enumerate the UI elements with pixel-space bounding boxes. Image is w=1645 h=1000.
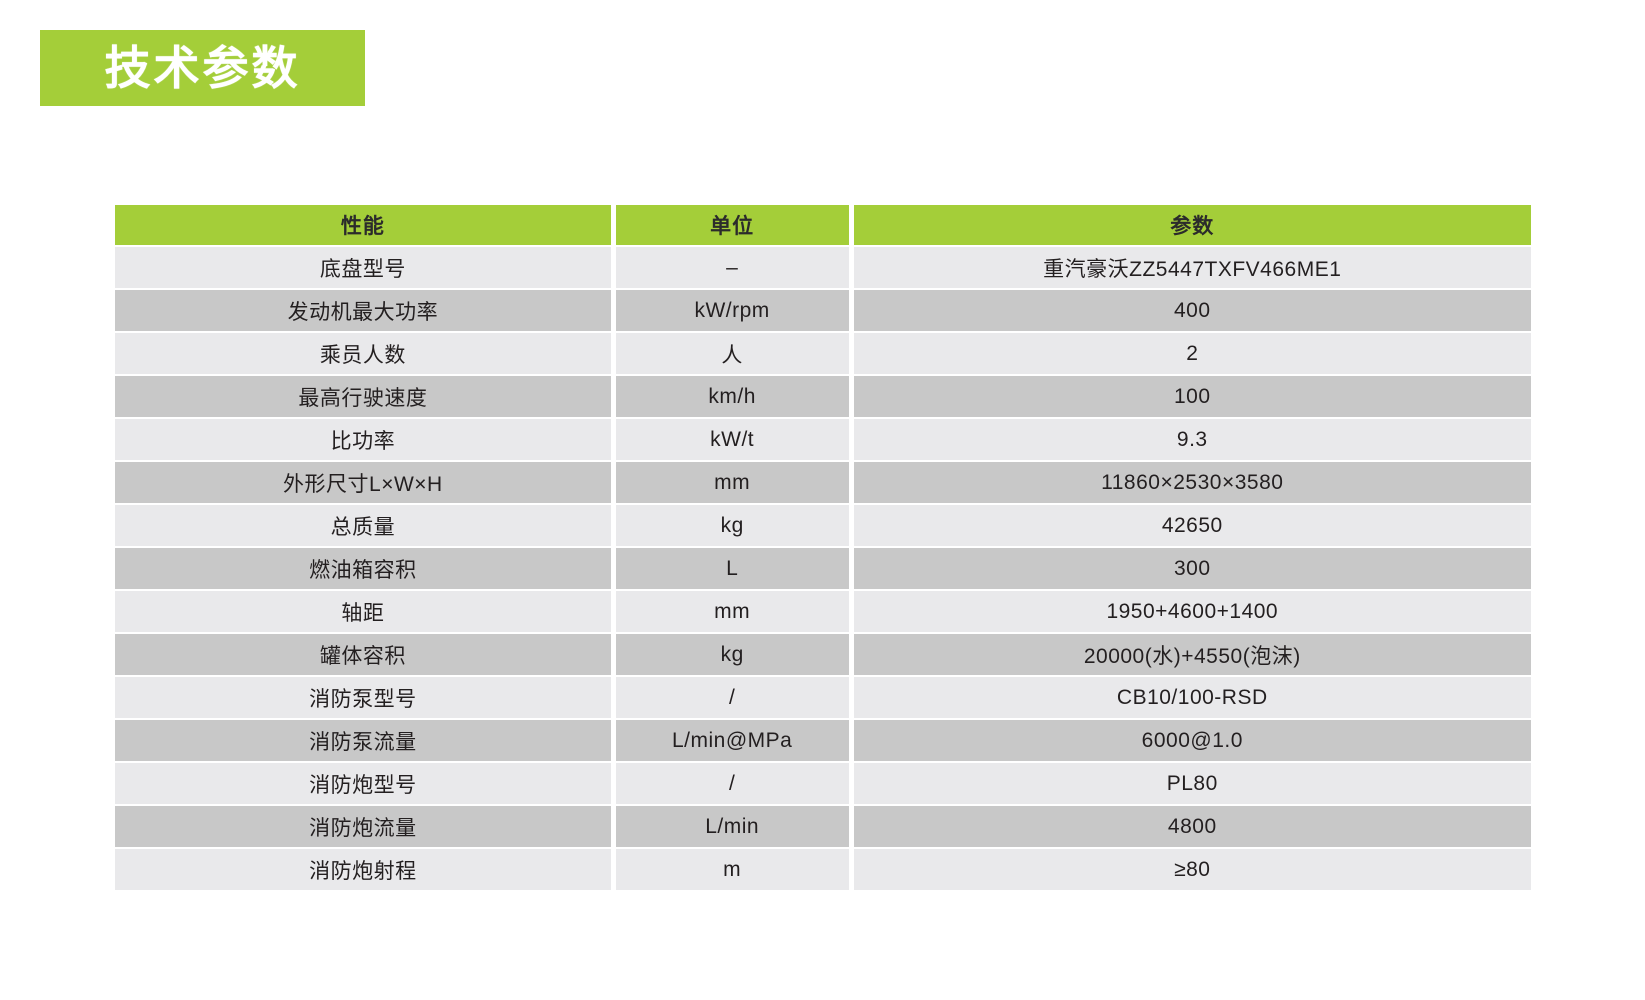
cell-performance: 消防炮流量: [115, 806, 611, 847]
column-header-performance: 性能: [115, 205, 611, 245]
cell-performance: 轴距: [115, 591, 611, 632]
cell-value: 6000@1.0: [853, 720, 1531, 761]
cell-unit: L/min@MPa: [615, 720, 849, 761]
cell-unit: L/min: [615, 806, 849, 847]
technical-parameters-table: 性能 单位 参数 底盘型号 – 重汽豪沃ZZ5447TXFV466ME1 发动机最大功…: [110, 203, 1536, 892]
cell-performance: 乘员人数: [115, 333, 611, 374]
cell-value: ≥80: [853, 849, 1531, 890]
cell-value: 11860×2530×3580: [853, 462, 1531, 503]
column-header-value: 参数: [853, 205, 1531, 245]
cell-unit: km/h: [615, 376, 849, 417]
table-header-row: 性能 单位 参数: [115, 205, 1531, 245]
cell-value: 400: [853, 290, 1531, 331]
table-row: 最高行驶速度 km/h 100: [115, 376, 1531, 417]
table-row: 消防炮射程 m ≥80: [115, 849, 1531, 890]
cell-value: 300: [853, 548, 1531, 589]
cell-performance: 发动机最大功率: [115, 290, 611, 331]
column-header-unit: 单位: [615, 205, 849, 245]
cell-value: 2: [853, 333, 1531, 374]
cell-unit: m: [615, 849, 849, 890]
cell-unit: kW/rpm: [615, 290, 849, 331]
cell-unit: kg: [615, 505, 849, 546]
cell-performance: 比功率: [115, 419, 611, 460]
cell-unit: –: [615, 247, 849, 288]
cell-value: 20000(水)+4550(泡沫): [853, 634, 1531, 675]
cell-unit: L: [615, 548, 849, 589]
cell-performance: 外形尺寸L×W×H: [115, 462, 611, 503]
cell-value: 4800: [853, 806, 1531, 847]
cell-unit: kg: [615, 634, 849, 675]
cell-performance: 底盘型号: [115, 247, 611, 288]
table-row: 总质量 kg 42650: [115, 505, 1531, 546]
cell-unit: /: [615, 677, 849, 718]
cell-performance: 消防泵型号: [115, 677, 611, 718]
cell-value: 100: [853, 376, 1531, 417]
cell-value: 9.3: [853, 419, 1531, 460]
table-row: 发动机最大功率 kW/rpm 400: [115, 290, 1531, 331]
table-body: 底盘型号 – 重汽豪沃ZZ5447TXFV466ME1 发动机最大功率 kW/rpm 40…: [115, 247, 1531, 890]
cell-unit: mm: [615, 591, 849, 632]
table-row: 外形尺寸L×W×H mm 11860×2530×3580: [115, 462, 1531, 503]
table-row: 消防炮流量 L/min 4800: [115, 806, 1531, 847]
table-row: 乘员人数人 2: [115, 333, 1531, 374]
cell-performance: 燃油箱容积: [115, 548, 611, 589]
table-header: 性能 单位 参数: [115, 205, 1531, 245]
table-row: 燃油箱容积 L 300: [115, 548, 1531, 589]
cell-value: PL80: [853, 763, 1531, 804]
cell-unit: mm: [615, 462, 849, 503]
table-row: 比功率 kW/t 9.3: [115, 419, 1531, 460]
cell-performance: 最高行驶速度: [115, 376, 611, 417]
cell-performance: 消防泵流量: [115, 720, 611, 761]
cell-performance: 总质量: [115, 505, 611, 546]
cell-performance: 消防炮型号: [115, 763, 611, 804]
cell-unit: /: [615, 763, 849, 804]
cell-value: CB10/100-RSD: [853, 677, 1531, 718]
cell-value: 42650: [853, 505, 1531, 546]
page-title: 技术参数: [104, 41, 301, 95]
table-row: 罐体容积 kg 20000(水)+4550(泡沫): [115, 634, 1531, 675]
table-row: 轴距 mm 1950+4600+1400: [115, 591, 1531, 632]
cell-value: 1950+4600+1400: [853, 591, 1531, 632]
table-row: 消防炮型号 / PL80: [115, 763, 1531, 804]
cell-unit: kW/t: [615, 419, 849, 460]
section-title-banner: 技术参数: [40, 30, 365, 106]
table-row: 消防泵流量 L/min@MPa 6000@1.0: [115, 720, 1531, 761]
cell-performance: 罐体容积: [115, 634, 611, 675]
table-row: 消防泵型号 / CB10/100-RSD: [115, 677, 1531, 718]
cell-value: 重汽豪沃ZZ5447TXFV466ME1: [853, 247, 1531, 288]
table-row: 底盘型号 – 重汽豪沃ZZ5447TXFV466ME1: [115, 247, 1531, 288]
cell-unit: 人: [615, 333, 849, 374]
cell-performance: 消防炮射程: [115, 849, 611, 890]
